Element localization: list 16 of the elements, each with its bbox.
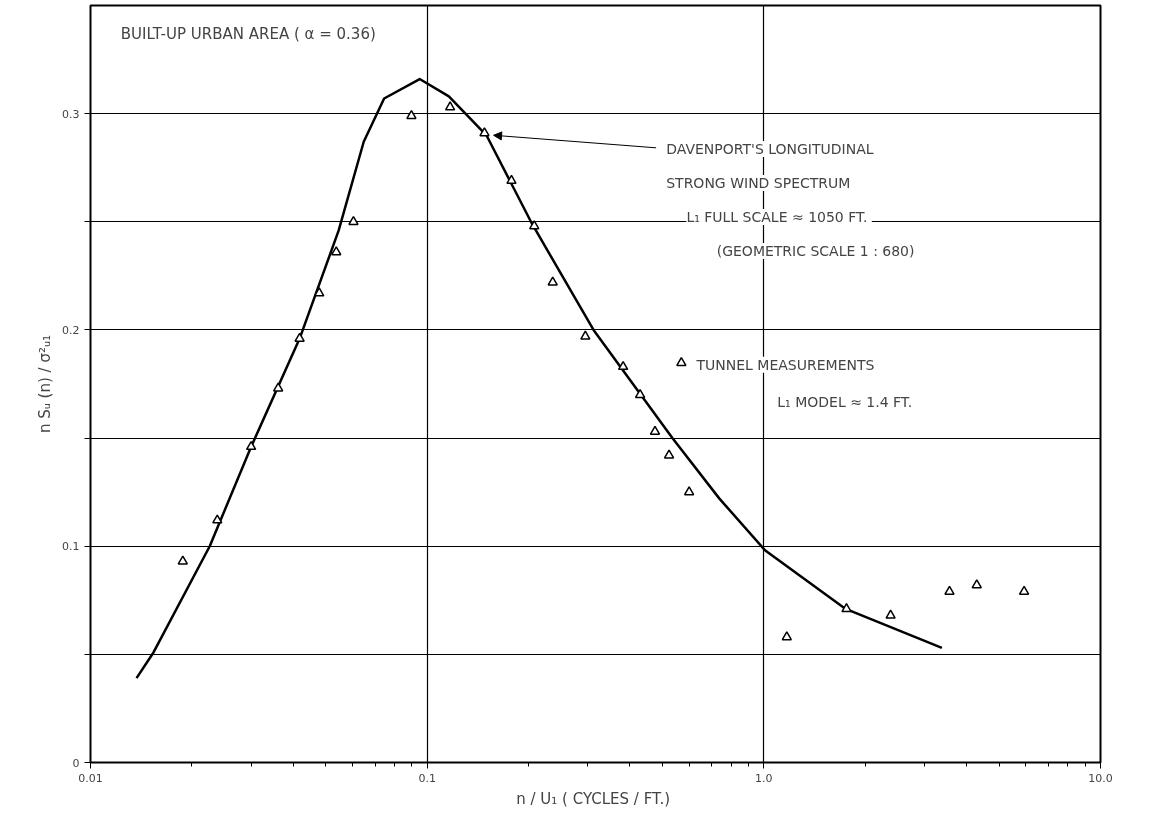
legend-label: TUNNEL MEASUREMENTS [695, 356, 875, 373]
y-tick-label: 0 [72, 756, 80, 770]
annotation: L₁ MODEL ≈ 1.4 FT. [777, 394, 913, 411]
y-tick-label: 0.3 [62, 107, 80, 121]
x-tick-label: 0.01 [78, 771, 103, 785]
y-tick-label: 0.2 [62, 323, 80, 337]
annotation: (GEOMETRIC SCALE 1 : 680) [716, 243, 915, 260]
text: BUILT-UP URBAN AREA ( α = 0.36) [120, 25, 376, 44]
y-axis-title: n Sᵤ (n) / σ²ᵤ₁ [36, 334, 55, 434]
y-tick-label: 0.1 [62, 540, 80, 554]
x-axis-title: n / U₁ ( CYCLES / FT.) [516, 789, 671, 808]
x-tick-label: 0.1 [418, 771, 436, 785]
annotation: L₁ FULL SCALE ≈ 1050 FT. [686, 209, 868, 226]
x-tick-label: 1.0 [755, 771, 773, 785]
text: DAVENPORT'S LONGITUDINAL STRONG WIND SPECTRUM [666, 140, 874, 191]
x-tick-label: 10.0 [1088, 771, 1113, 785]
